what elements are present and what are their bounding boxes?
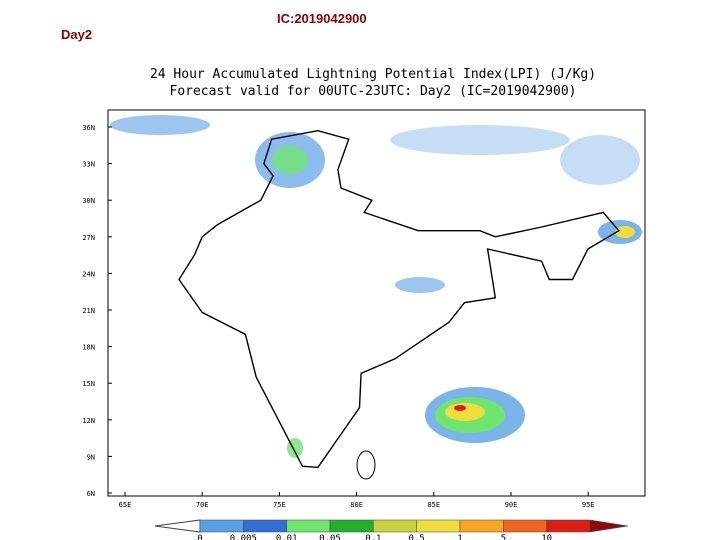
india-outline	[178, 129, 620, 469]
colorbar-box	[329, 519, 374, 533]
lon-label: 95E	[582, 501, 595, 509]
colorbar-label: 1	[457, 534, 462, 540]
colorbar-box	[459, 519, 504, 533]
colorbar-label: 0.5	[409, 534, 425, 540]
colorbar-box	[503, 519, 547, 533]
lon-label: 80E	[350, 501, 363, 509]
lat-label: 21N	[82, 307, 95, 315]
colorbar-box	[416, 519, 461, 533]
map-frame	[107, 109, 646, 497]
colorbar-label: 5	[501, 534, 506, 540]
lat-label: 6N	[87, 490, 95, 498]
lat-label: 12N	[82, 417, 95, 425]
lat-label: 33N	[82, 161, 95, 169]
lightning-areas	[110, 115, 642, 458]
lat-label: 18N	[82, 344, 95, 352]
lon-label: 75E	[273, 501, 286, 509]
lat-label: 36N	[82, 124, 95, 132]
colorbar-label: 0.01	[276, 534, 298, 540]
lat-label: 30N	[82, 197, 95, 205]
colorbar-label: 10	[541, 534, 552, 540]
colorbar-box	[199, 519, 244, 533]
map-subtitle: Forecast valid for 00UTC-23UTC: Day2 (IC…	[170, 84, 577, 99]
colorbar-min-arrow	[154, 519, 201, 533]
lon-label: 65E	[119, 501, 132, 509]
colorbar-label: 0.1	[365, 534, 381, 540]
lat-label: 24N	[82, 270, 95, 278]
colorbar-label: 0.05	[319, 534, 341, 540]
sri-lanka	[356, 450, 376, 480]
colorbar-label: 0	[197, 534, 202, 540]
colorbar-box	[286, 519, 331, 533]
colorbar-box	[373, 519, 417, 533]
lat-label: 27N	[82, 234, 95, 242]
lon-label: 70E	[196, 501, 209, 509]
ic-label: IC:2019042900	[277, 11, 367, 26]
colorbar-box	[243, 519, 287, 533]
lon-label: 85E	[427, 501, 440, 509]
colorbar-box	[546, 519, 591, 533]
lat-label: 15N	[82, 380, 95, 388]
map-title: 24 Hour Accumulated Lightning Potential …	[150, 67, 596, 82]
lon-label: 90E	[505, 501, 518, 509]
colorbar-label: 0.005	[230, 534, 257, 540]
day-label: Day2	[61, 27, 93, 42]
lat-label: 9N	[87, 453, 95, 461]
colorbar-max-arrow	[589, 519, 629, 533]
